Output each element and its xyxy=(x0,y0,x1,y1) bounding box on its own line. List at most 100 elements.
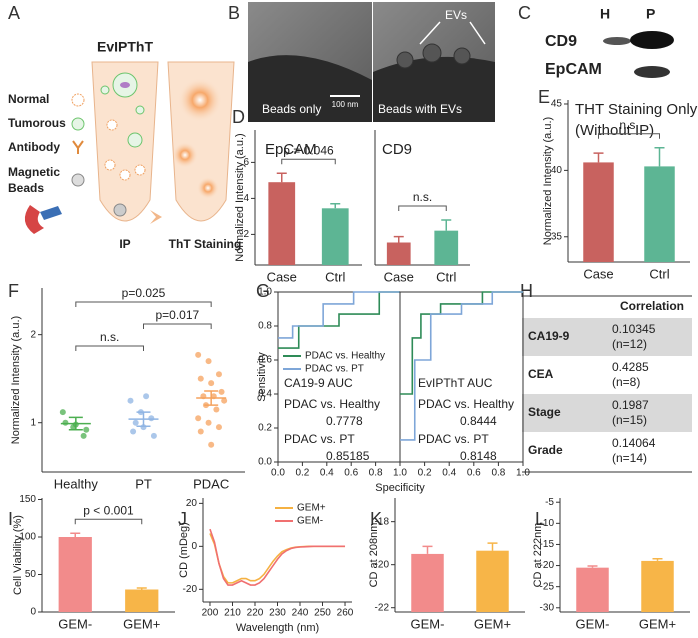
point xyxy=(213,406,220,413)
y-tick-label: 0 xyxy=(191,541,197,552)
x-tick-label: Case xyxy=(583,266,613,281)
scale-label: 100 nm xyxy=(332,100,359,109)
error-bar xyxy=(70,532,81,537)
micrograph-label: Beads only xyxy=(262,102,321,116)
error-bar xyxy=(441,219,452,231)
series-line xyxy=(209,528,346,586)
band xyxy=(634,66,670,78)
auc-label: PDAC vs. Healthy xyxy=(418,397,514,411)
point xyxy=(143,393,150,400)
y-axis-label: Normalized Intensity (a.u.) xyxy=(10,316,22,444)
auc-value: 0.8444 xyxy=(460,414,497,428)
micrograph-label: Beads with EVs xyxy=(378,102,462,116)
chart-title: EpCAM xyxy=(265,141,317,158)
cell: (n=12) xyxy=(612,337,647,351)
x-tick-label: Healthy xyxy=(54,476,99,491)
x-tick-label: GEM- xyxy=(411,616,445,631)
bar xyxy=(641,560,674,612)
ev xyxy=(396,51,414,69)
auc-title: CA19-9 AUC xyxy=(284,376,353,390)
point xyxy=(205,419,212,426)
annotation: n.s. xyxy=(619,118,638,132)
panel-letter: G xyxy=(256,281,270,301)
x-tick-label: 260 xyxy=(337,608,354,619)
y-axis-label: Sensitivity xyxy=(256,352,268,402)
vesicle xyxy=(106,119,118,131)
annotation: n.s. xyxy=(100,330,119,344)
x-tick-label: 0.4 xyxy=(442,468,456,479)
cell: 0.14064 xyxy=(612,436,656,450)
ev xyxy=(422,43,442,63)
x-tick-label: 0.2 xyxy=(418,468,432,479)
x-tick-label: 230 xyxy=(269,608,286,619)
glow xyxy=(178,78,222,122)
cell: 0.4285 xyxy=(612,360,649,374)
cell: 0.10345 xyxy=(612,322,656,336)
vesicle xyxy=(100,85,110,95)
x-tick-label: Case xyxy=(267,269,297,284)
bar xyxy=(125,589,159,612)
row-label: Stage xyxy=(528,405,561,419)
lane-label: H xyxy=(600,6,610,22)
glow xyxy=(172,142,198,168)
y-axis-label: Cell Viability (%) xyxy=(12,515,24,595)
error-bar xyxy=(276,172,287,183)
x-tick-label: GEM+ xyxy=(123,616,160,631)
y-axis-label: Normalized Intensity (a.u.) xyxy=(542,117,554,245)
legend-icon xyxy=(71,93,85,107)
y-axis-label: Normalized Intensity (a.u.) xyxy=(234,133,246,261)
y-tick-label: 0.6 xyxy=(258,355,272,366)
bracket xyxy=(398,205,447,211)
auc-value: 0.85185 xyxy=(326,449,370,463)
y-tick-label: -30 xyxy=(540,602,555,613)
auc-title: EvIPThT AUC xyxy=(418,376,493,390)
series-line xyxy=(400,291,523,441)
bead-region xyxy=(248,55,372,122)
x-tick-label: 250 xyxy=(314,608,331,619)
auc-label: PDAC vs. PT xyxy=(418,432,489,446)
error-bar xyxy=(487,542,498,551)
x-axis-label: Specificity xyxy=(375,482,425,494)
row-label: CA19-9 xyxy=(528,329,570,343)
point xyxy=(130,428,137,435)
y-tick-label: -25 xyxy=(540,581,555,592)
cell: (n=15) xyxy=(612,413,647,427)
magnet xyxy=(40,206,62,220)
y-tick-label: -10 xyxy=(540,518,555,529)
vesicle xyxy=(134,164,146,176)
point xyxy=(218,388,225,395)
bracket xyxy=(75,345,144,351)
annotation: n.s. xyxy=(413,190,432,204)
x-tick-label: PT xyxy=(135,476,152,491)
y-tick-label: -20 xyxy=(375,559,390,570)
y-tick-label: 2 xyxy=(30,329,36,340)
error-bar xyxy=(422,545,433,554)
row-shade xyxy=(522,318,692,356)
x-axis-label: Wavelength (nm) xyxy=(236,622,319,634)
y-tick-label: -15 xyxy=(540,539,555,550)
x-tick-label: Case xyxy=(384,269,414,284)
y-tick-label: 20 xyxy=(186,498,198,509)
y-tick-label: 40 xyxy=(551,165,563,176)
y-tick-label: 1 xyxy=(30,417,36,428)
x-tick-label: Ctrl xyxy=(649,266,669,281)
y-tick-label: 50 xyxy=(25,569,37,580)
panel-letter: A xyxy=(8,3,20,23)
y-tick-label: 0.2 xyxy=(258,423,272,434)
y-tick-label: 45 xyxy=(551,99,563,110)
x-tick-label: 0.2 xyxy=(295,468,309,479)
legend-label: Magnetic xyxy=(8,165,60,179)
point xyxy=(195,351,202,358)
auc-label: PDAC vs. PT xyxy=(284,432,355,446)
point xyxy=(148,415,155,422)
protein-label: CD9 xyxy=(545,33,577,50)
point xyxy=(62,419,69,426)
point xyxy=(215,424,222,431)
point xyxy=(221,397,228,404)
bead-region xyxy=(373,56,495,123)
y-tick-label: -20 xyxy=(183,584,198,595)
bar xyxy=(583,162,614,262)
series-line xyxy=(278,291,400,339)
error-bar xyxy=(330,203,341,209)
